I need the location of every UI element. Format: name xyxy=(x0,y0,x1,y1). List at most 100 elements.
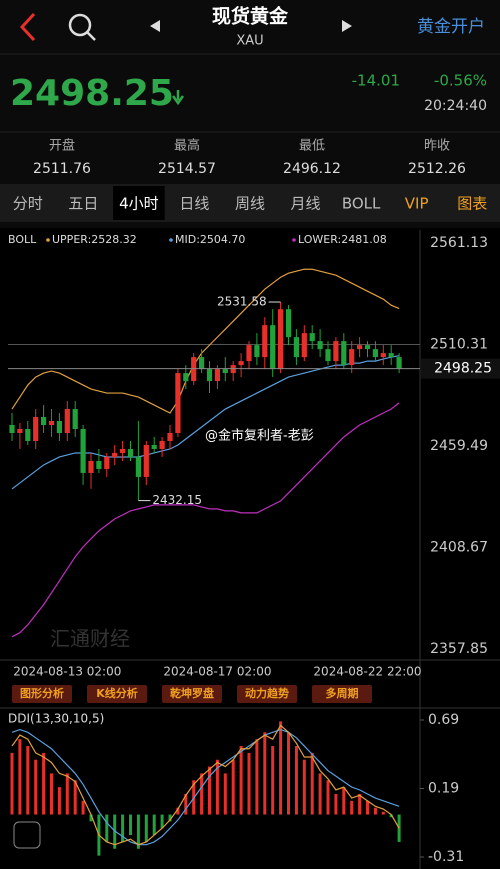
candle-body xyxy=(333,341,339,362)
candle-body xyxy=(238,361,244,366)
search-icon[interactable] xyxy=(68,13,92,37)
ddi-bar xyxy=(215,759,219,815)
tab[interactable]: 4小时 xyxy=(119,195,159,213)
candle-body xyxy=(309,333,315,342)
ddi-bar xyxy=(334,793,338,815)
ddi-bar xyxy=(65,773,69,815)
stat-value: 2496.12 xyxy=(283,161,341,177)
high-label: 2531.58 xyxy=(217,295,267,309)
candle-body xyxy=(396,357,402,369)
tool-label[interactable]: 动力趋势 xyxy=(245,686,289,700)
tab[interactable]: 五日 xyxy=(68,195,98,213)
y-tick-label: 2357.85 xyxy=(430,641,488,657)
legend-dot xyxy=(46,238,50,242)
tab[interactable]: BOLL xyxy=(342,195,381,213)
candle-body xyxy=(88,460,94,473)
ddi-bar xyxy=(152,814,156,836)
ddi-bar xyxy=(326,780,330,815)
ddi-bar xyxy=(34,759,38,815)
ddi-bar xyxy=(389,814,393,818)
y-tick-label: 2510.31 xyxy=(430,337,488,353)
open-account[interactable]: 黄金开户 xyxy=(417,17,485,37)
subtitle: XAU xyxy=(236,34,263,49)
x-tick-label: 2024-08-17 02:00 xyxy=(163,665,271,679)
ddi-bar xyxy=(176,807,180,815)
tab[interactable]: 月线 xyxy=(291,195,321,213)
candle-body xyxy=(357,345,363,350)
ddi-bar xyxy=(105,814,109,842)
candle-body xyxy=(341,341,347,366)
x-tick-label: 2024-08-13 02:00 xyxy=(13,665,121,679)
y-tick-label: 2561.13 xyxy=(430,235,488,251)
ddi-bar xyxy=(366,800,369,815)
boll-line xyxy=(11,402,400,638)
ddi-bar xyxy=(263,732,267,815)
candle-body xyxy=(388,353,394,358)
candle-body xyxy=(48,421,55,426)
candle-body xyxy=(262,325,268,358)
ddi-bar xyxy=(358,793,362,815)
tab[interactable]: 图表 xyxy=(457,195,487,213)
ddi-bar xyxy=(350,800,354,815)
y-tick-label: 0.69 xyxy=(428,712,459,728)
tab[interactable]: 周线 xyxy=(235,195,265,213)
candle-body xyxy=(96,460,102,469)
ddi-bar xyxy=(144,814,148,842)
price-tag-label: 2498.25 xyxy=(434,361,492,377)
search-icon-handle xyxy=(86,31,96,41)
change: -14.01 xyxy=(352,72,400,90)
prev-arrow[interactable] xyxy=(150,20,160,32)
candle-body xyxy=(222,369,228,374)
tool-button[interactable] xyxy=(12,685,72,703)
tab[interactable]: 分时 xyxy=(13,195,43,213)
indicator-title: DDI(13,30,10,5) xyxy=(8,712,104,726)
legend-dot xyxy=(292,238,296,242)
candle-body xyxy=(120,448,126,453)
fullscreen-icon[interactable] xyxy=(13,821,41,849)
tool-label[interactable]: K线分析 xyxy=(96,686,138,700)
candle-body xyxy=(159,440,165,449)
candle-body xyxy=(317,341,323,350)
ddi-bar xyxy=(294,746,298,815)
next-arrow[interactable] xyxy=(342,20,352,32)
ddi-bar xyxy=(81,800,85,815)
ddi-bar xyxy=(160,814,164,829)
change-pct: -0.56% xyxy=(434,72,487,90)
tool-label[interactable]: 多周期 xyxy=(326,686,359,700)
legend-label: UPPER:2528.32 xyxy=(52,233,137,246)
ddi-bar xyxy=(200,773,204,815)
ddi-bar xyxy=(231,759,235,815)
candle-body xyxy=(293,337,299,358)
candle-body xyxy=(372,349,378,358)
candle-body xyxy=(41,417,47,426)
tool-button[interactable] xyxy=(312,685,372,703)
title: 现货黄金 xyxy=(212,5,289,28)
candle-body xyxy=(64,409,70,433)
tab[interactable]: VIP xyxy=(405,195,429,213)
candle-body xyxy=(301,333,307,358)
candle-body xyxy=(325,349,331,362)
back-button[interactable] xyxy=(19,12,36,42)
ddi-bar xyxy=(10,752,14,815)
candle-body xyxy=(25,429,31,441)
tool-label[interactable]: 图形分析 xyxy=(20,686,64,700)
candle-body xyxy=(183,373,189,382)
legend-label: MID:2504.70 xyxy=(175,233,245,246)
tool-button[interactable] xyxy=(87,685,147,703)
y-tick-label: -0.31 xyxy=(428,849,464,865)
candle-body xyxy=(199,357,205,370)
tool-label[interactable]: 乾坤罗盘 xyxy=(170,686,214,700)
indicator-name: BOLL xyxy=(8,233,37,246)
tab[interactable]: 日线 xyxy=(179,195,209,213)
ddi-bar xyxy=(279,721,283,815)
x-tick-label: 2024-08-22 22:00 xyxy=(313,665,421,679)
tool-button[interactable] xyxy=(237,685,297,703)
ddi-bar xyxy=(42,752,46,815)
candle-body xyxy=(127,448,134,457)
tool-button[interactable] xyxy=(162,685,222,703)
stat-label: 昨收 xyxy=(424,139,450,154)
watermark: @金市复利者-老彭 xyxy=(205,428,314,444)
tab-selected xyxy=(113,186,165,220)
ddi-bar xyxy=(18,739,22,815)
